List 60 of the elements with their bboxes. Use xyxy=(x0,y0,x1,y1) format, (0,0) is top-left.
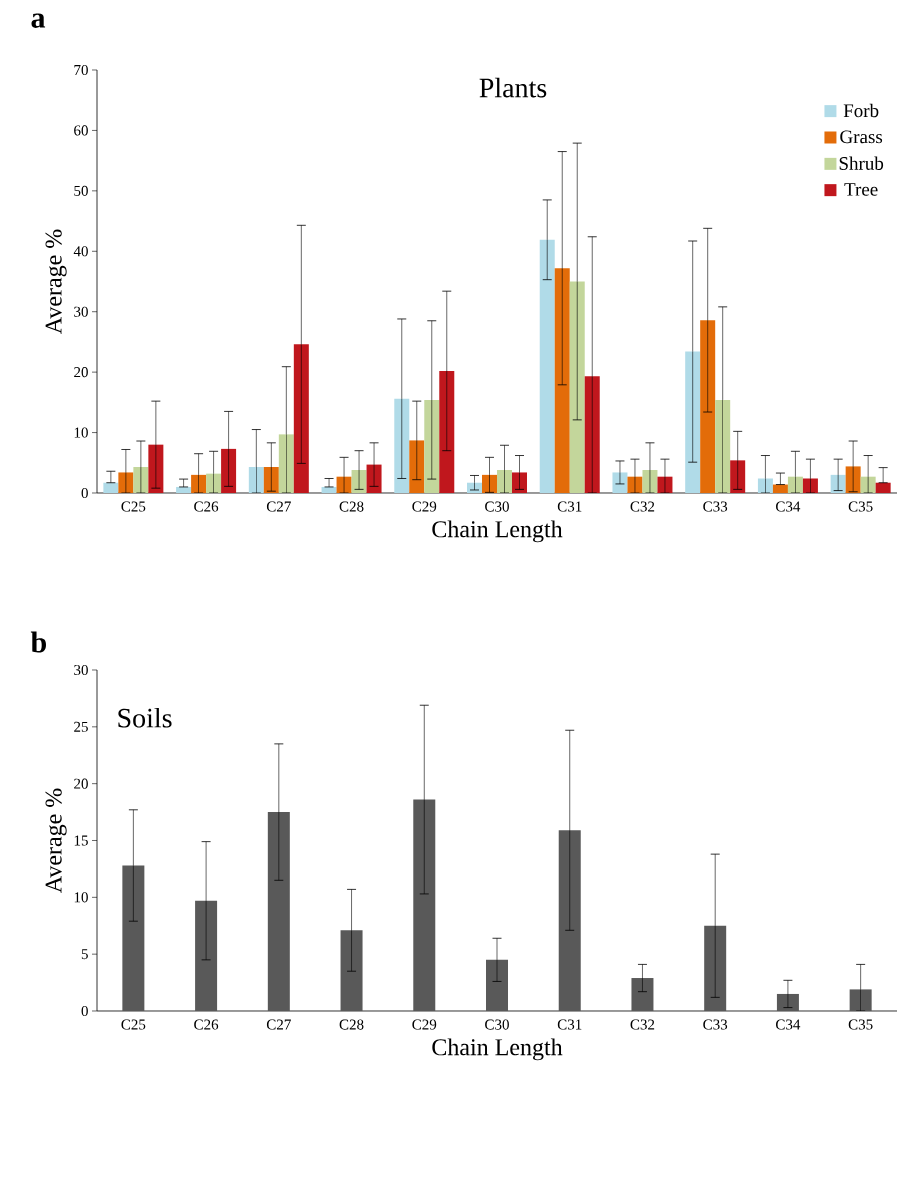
x-tick-label: C32 xyxy=(630,1019,655,1030)
x-tick-label: C35 xyxy=(848,1019,873,1030)
y-tick-label: 30 xyxy=(74,664,88,676)
y-tick-label: 25 xyxy=(74,721,88,732)
x-tick-label: C30 xyxy=(485,1019,509,1030)
bar xyxy=(772,484,788,493)
x-tick-label: C33 xyxy=(703,1019,728,1030)
x-axis-title: Chain Length xyxy=(432,520,563,543)
bar xyxy=(176,486,192,493)
x-tick-label: C30 xyxy=(485,501,509,512)
text: Soils xyxy=(118,707,172,728)
x-tick-label: C34 xyxy=(776,1019,801,1030)
legend-label: Grass xyxy=(840,130,883,144)
bar xyxy=(122,865,145,1011)
x-tick-label: C32 xyxy=(630,501,655,512)
y-tick-label: 10 xyxy=(74,427,88,438)
x-tick-label: C25 xyxy=(121,501,146,512)
x-tick-label: C26 xyxy=(194,501,219,512)
x-tick-label: C29 xyxy=(412,501,437,512)
bar xyxy=(267,812,290,1011)
y-tick-label: 15 xyxy=(74,835,88,846)
x-tick-label: C31 xyxy=(557,1019,582,1030)
y-tick-label: 50 xyxy=(74,185,88,196)
x-tick-label: C25 xyxy=(121,1019,146,1030)
y-tick-label: 20 xyxy=(74,778,88,789)
bar xyxy=(875,482,891,493)
y-axis-title: Average % xyxy=(45,229,67,335)
x-tick-label: C35 xyxy=(848,501,873,512)
y-tick-label: 40 xyxy=(73,246,88,257)
y-tick-label: 20 xyxy=(74,367,88,378)
x-tick-label: C27 xyxy=(266,501,291,512)
x-tick-label: C31 xyxy=(557,501,582,512)
bar xyxy=(486,959,508,1011)
bar xyxy=(631,978,654,1011)
text: a xyxy=(31,13,46,28)
y-tick-label: 5 xyxy=(81,949,88,960)
x-tick-label: C29 xyxy=(412,1019,437,1030)
y-tick-label: 0 xyxy=(81,487,88,499)
y-tick-label: 30 xyxy=(74,306,88,317)
bar xyxy=(413,799,436,1011)
text: b xyxy=(30,631,46,653)
x-tick-label: C27 xyxy=(266,1019,291,1030)
y-tick-label: 10 xyxy=(74,892,88,903)
y-tick-label: 0 xyxy=(81,1005,88,1017)
bar xyxy=(103,482,119,493)
y-axis-title: Average % xyxy=(45,788,67,894)
legend-label: Shrub xyxy=(839,156,884,170)
legend-label: Forb xyxy=(843,103,879,118)
x-tick-label: C26 xyxy=(194,1019,219,1030)
legend-label: Tree xyxy=(844,183,878,196)
x-axis-title: Chain Length xyxy=(432,1038,563,1061)
bar xyxy=(539,239,555,493)
bar xyxy=(321,486,337,493)
x-tick-label: C34 xyxy=(776,501,801,512)
chart-title: Plants xyxy=(479,77,547,98)
y-tick-label: 70 xyxy=(74,64,88,76)
x-tick-label: C33 xyxy=(703,501,728,512)
x-tick-label: C28 xyxy=(339,501,364,512)
x-tick-label: C28 xyxy=(339,1019,364,1030)
y-tick-label: 60 xyxy=(74,125,88,136)
